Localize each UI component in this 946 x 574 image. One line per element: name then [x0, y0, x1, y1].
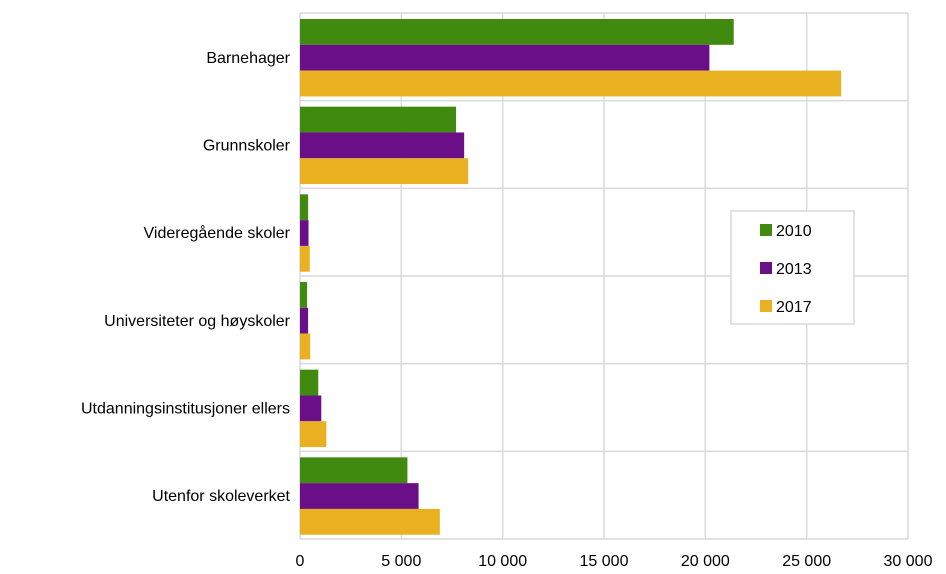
bar-2013-5: [300, 483, 419, 509]
bar-2013-1: [300, 132, 465, 159]
bar-2010-0: [300, 19, 734, 45]
legend-swatch-2010: [760, 224, 772, 236]
bar-2013-3: [300, 307, 309, 334]
category-label-5: Utenfor skoleverket: [152, 488, 290, 505]
bar-2017-4: [300, 421, 327, 448]
category-label-3: Universiteter og høyskoler: [104, 313, 291, 330]
x-tick-label-5: 25 000: [782, 553, 831, 570]
category-label-4: Utdanningsinstitusjoner ellers: [81, 401, 290, 418]
bar-2017-2: [300, 245, 310, 272]
bar-2013-4: [300, 395, 322, 422]
x-tick-label-0: 0: [296, 553, 305, 570]
x-tick-label-1: 5 000: [381, 553, 421, 570]
x-tick-label-3: 15 000: [580, 553, 629, 570]
legend-box: [730, 210, 855, 325]
bar-2017-5: [300, 508, 440, 535]
bar-2013-2: [300, 220, 309, 246]
x-tick-label-6: 30 000: [884, 553, 933, 570]
bar-2017-3: [300, 333, 311, 360]
legend-label-2010: 2010: [776, 223, 812, 240]
legend: 2010 2013 2017: [730, 210, 855, 325]
bar-2010-2: [300, 194, 309, 221]
bar-2010-3: [300, 282, 308, 308]
bar-2013-0: [300, 44, 710, 71]
x-tick-label-4: 20 000: [681, 553, 730, 570]
legend-swatch-2013: [760, 262, 772, 274]
bar-2010-4: [300, 369, 319, 396]
x-axis-tick-labels: 0 5 000 10 000 15 000 20 000 25 000 30 000: [296, 553, 933, 570]
legend-label-2013: 2013: [776, 261, 812, 278]
bars: [300, 19, 842, 535]
bar-2010-5: [300, 457, 408, 484]
category-label-1: Grunnskoler: [203, 138, 291, 155]
bar-2017-1: [300, 158, 469, 185]
category-label-2: Videregående skoler: [144, 224, 291, 242]
legend-label-2017: 2017: [776, 299, 812, 316]
legend-swatch-2017: [760, 300, 772, 312]
bar-2017-0: [300, 70, 842, 97]
bar-2010-1: [300, 106, 457, 133]
category-label-0: Barnehager: [206, 50, 290, 67]
x-tick-label-2: 10 000: [478, 553, 527, 570]
category-labels: Barnehager Grunnskoler Videregående skoler…: [81, 50, 291, 505]
